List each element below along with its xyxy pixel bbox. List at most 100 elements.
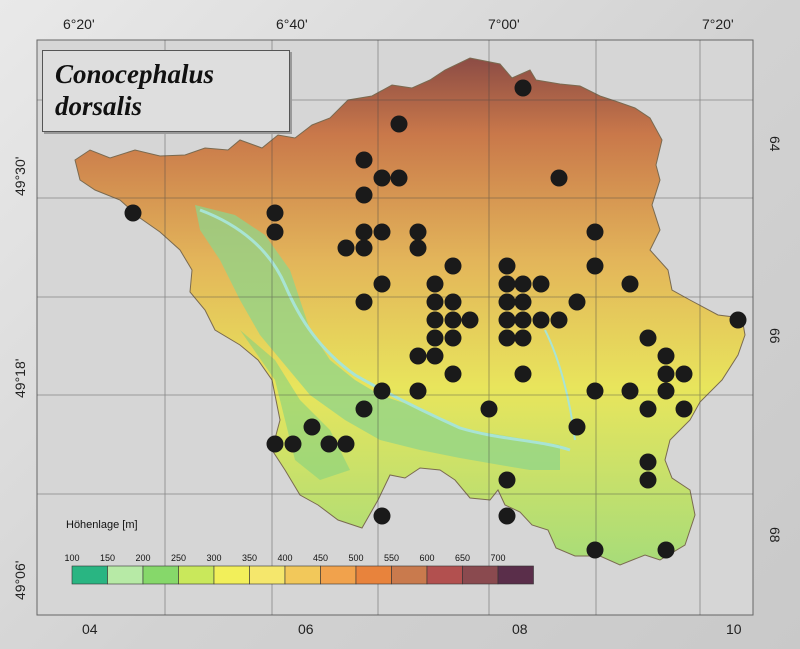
record-dot [373,169,391,187]
legend-tick-label: 150 [99,553,116,563]
utm-x-06: 06 [298,621,314,637]
record-dot [373,507,391,525]
legend-tick-label: 200 [135,553,151,563]
record-dot [498,329,516,347]
record-dot [409,347,427,365]
record-dot [480,400,498,418]
record-dot [355,186,373,204]
record-dot [639,453,657,471]
record-dot [426,275,444,293]
record-dot [639,329,657,347]
record-dot [657,541,675,559]
utm-y-68: 68 [767,527,783,543]
record-dot [550,169,568,187]
record-dot [586,257,604,275]
record-dots [124,79,747,559]
legend-tick-label: 300 [206,553,222,563]
record-dot [390,115,408,133]
legend-swatch [391,565,428,585]
elevation-legend [71,565,534,585]
record-dot [426,293,444,311]
record-dot [657,365,675,383]
record-dot [124,204,142,222]
record-dot [461,311,479,329]
record-dot [409,239,427,257]
record-dot [498,257,516,275]
record-dot [266,435,284,453]
legend-swatch [107,565,144,585]
record-dot [320,435,338,453]
record-dot [284,435,302,453]
lon-label-4: 7°20' [702,16,734,32]
record-dot [729,311,747,329]
record-dot [514,79,532,97]
legend-swatch [249,565,286,585]
record-dot [337,435,355,453]
record-dot [426,311,444,329]
record-dot [355,239,373,257]
record-dot [514,329,532,347]
utm-x-08: 08 [512,621,528,637]
record-dot [586,541,604,559]
record-dot [498,471,516,489]
record-dot [514,311,532,329]
utm-y-64: 64 [767,136,783,152]
legend-swatch [426,565,463,585]
record-dot [498,293,516,311]
lat-label-1: 49°30' [12,156,28,196]
record-dot [444,329,462,347]
record-dot [444,365,462,383]
record-dot [426,329,444,347]
record-dot [498,275,516,293]
lon-label-3: 7°00' [488,16,520,32]
record-dot [444,257,462,275]
record-dot [675,365,693,383]
species-title-box: Conocephalus dorsalis [42,50,290,132]
record-dot [568,293,586,311]
lat-label-3: 49°06' [12,560,28,600]
record-dot [390,169,408,187]
record-dot [586,382,604,400]
legend-tick-label: 400 [277,553,293,563]
legend-swatch [71,565,108,585]
record-dot [675,400,693,418]
record-dot [514,365,532,383]
record-dot [373,275,391,293]
record-dot [514,275,532,293]
record-dot [444,293,462,311]
saar-river [199,208,571,452]
record-dot [568,418,586,436]
legend-tick-label: 350 [241,553,258,563]
record-dot [355,223,373,241]
record-dot [550,311,568,329]
lat-label-2: 49°18' [12,358,28,398]
species-genus: Conocephalus [55,59,215,89]
saar-valley-lowland [195,205,560,470]
legend-swatch [355,565,392,585]
record-dot [266,204,284,222]
record-dot [621,275,639,293]
record-dot [532,311,550,329]
record-dot [586,223,604,241]
record-dot [639,400,657,418]
legend-tick-label: 550 [383,553,400,563]
record-dot [337,239,355,257]
record-dot [303,418,321,436]
legend-tick-label: 650 [454,553,471,563]
legend-tick-label: 450 [312,553,329,563]
legend-tick-label: 100 [64,553,80,563]
legend-swatch [320,565,357,585]
record-dot [266,223,284,241]
legend-swatch [178,565,215,585]
record-dot [373,382,391,400]
record-dot [621,382,639,400]
legend-tick-label: 600 [419,553,435,563]
utm-y-66: 66 [767,328,783,344]
utm-x-04: 04 [82,621,98,637]
record-dot [639,471,657,489]
record-dot [426,347,444,365]
saarland-territory [74,57,746,566]
record-dot [532,275,550,293]
